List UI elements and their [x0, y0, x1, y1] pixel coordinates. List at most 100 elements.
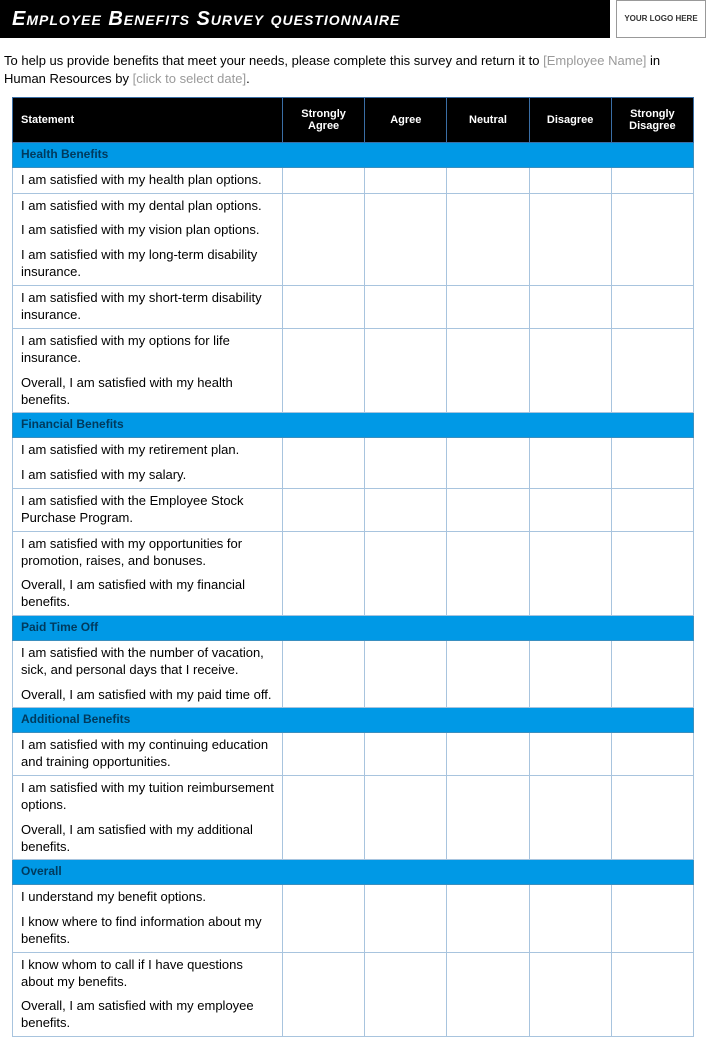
response-cell[interactable] [447, 775, 529, 817]
response-cell[interactable] [529, 193, 611, 218]
response-cell[interactable] [529, 488, 611, 531]
response-cell[interactable] [611, 775, 693, 817]
response-cell[interactable] [611, 818, 693, 860]
response-cell[interactable] [529, 286, 611, 329]
response-cell[interactable] [365, 994, 447, 1036]
response-cell[interactable] [365, 167, 447, 193]
response-cell[interactable] [365, 218, 447, 243]
response-cell[interactable] [529, 573, 611, 615]
response-cell[interactable] [529, 218, 611, 243]
response-cell[interactable] [529, 885, 611, 910]
response-cell[interactable] [447, 885, 529, 910]
response-cell[interactable] [283, 683, 365, 708]
response-cell[interactable] [611, 218, 693, 243]
response-cell[interactable] [611, 488, 693, 531]
response-cell[interactable] [283, 167, 365, 193]
response-cell[interactable] [447, 218, 529, 243]
response-cell[interactable] [283, 488, 365, 531]
response-cell[interactable] [447, 328, 529, 370]
response-cell[interactable] [611, 952, 693, 994]
response-cell[interactable] [611, 531, 693, 573]
response-cell[interactable] [529, 167, 611, 193]
response-cell[interactable] [529, 733, 611, 776]
response-cell[interactable] [283, 733, 365, 776]
response-cell[interactable] [529, 910, 611, 952]
response-cell[interactable] [529, 952, 611, 994]
response-cell[interactable] [611, 193, 693, 218]
response-cell[interactable] [447, 733, 529, 776]
response-cell[interactable] [447, 286, 529, 329]
response-cell[interactable] [611, 683, 693, 708]
response-cell[interactable] [611, 640, 693, 682]
response-cell[interactable] [447, 640, 529, 682]
response-cell[interactable] [611, 328, 693, 370]
response-cell[interactable] [447, 438, 529, 463]
response-cell[interactable] [283, 463, 365, 488]
response-cell[interactable] [447, 910, 529, 952]
response-cell[interactable] [529, 243, 611, 285]
response-cell[interactable] [365, 286, 447, 329]
response-cell[interactable] [611, 286, 693, 329]
response-cell[interactable] [529, 640, 611, 682]
response-cell[interactable] [611, 371, 693, 413]
response-cell[interactable] [529, 531, 611, 573]
response-cell[interactable] [611, 573, 693, 615]
response-cell[interactable] [283, 573, 365, 615]
response-cell[interactable] [365, 573, 447, 615]
response-cell[interactable] [447, 193, 529, 218]
response-cell[interactable] [611, 994, 693, 1036]
response-cell[interactable] [611, 910, 693, 952]
response-cell[interactable] [529, 463, 611, 488]
response-cell[interactable] [611, 733, 693, 776]
response-cell[interactable] [283, 193, 365, 218]
response-cell[interactable] [447, 243, 529, 285]
response-cell[interactable] [529, 438, 611, 463]
response-cell[interactable] [365, 531, 447, 573]
response-cell[interactable] [283, 438, 365, 463]
response-cell[interactable] [365, 818, 447, 860]
response-cell[interactable] [283, 910, 365, 952]
response-cell[interactable] [447, 573, 529, 615]
response-cell[interactable] [529, 775, 611, 817]
response-cell[interactable] [365, 193, 447, 218]
response-cell[interactable] [529, 371, 611, 413]
response-cell[interactable] [611, 438, 693, 463]
response-cell[interactable] [365, 328, 447, 370]
response-cell[interactable] [283, 531, 365, 573]
response-cell[interactable] [365, 910, 447, 952]
response-cell[interactable] [365, 775, 447, 817]
response-cell[interactable] [529, 683, 611, 708]
response-cell[interactable] [365, 438, 447, 463]
response-cell[interactable] [283, 218, 365, 243]
response-cell[interactable] [283, 885, 365, 910]
response-cell[interactable] [529, 328, 611, 370]
response-cell[interactable] [283, 775, 365, 817]
response-cell[interactable] [283, 952, 365, 994]
response-cell[interactable] [611, 885, 693, 910]
response-cell[interactable] [447, 952, 529, 994]
response-cell[interactable] [447, 463, 529, 488]
response-cell[interactable] [365, 683, 447, 708]
response-cell[interactable] [529, 994, 611, 1036]
response-cell[interactable] [283, 818, 365, 860]
response-cell[interactable] [283, 640, 365, 682]
response-cell[interactable] [283, 286, 365, 329]
response-cell[interactable] [365, 952, 447, 994]
response-cell[interactable] [611, 167, 693, 193]
response-cell[interactable] [611, 463, 693, 488]
response-cell[interactable] [447, 167, 529, 193]
response-cell[interactable] [447, 683, 529, 708]
response-cell[interactable] [365, 885, 447, 910]
response-cell[interactable] [447, 531, 529, 573]
response-cell[interactable] [283, 243, 365, 285]
response-cell[interactable] [283, 371, 365, 413]
response-cell[interactable] [283, 994, 365, 1036]
response-cell[interactable] [447, 818, 529, 860]
response-cell[interactable] [447, 488, 529, 531]
response-cell[interactable] [365, 640, 447, 682]
response-cell[interactable] [365, 733, 447, 776]
response-cell[interactable] [611, 243, 693, 285]
response-cell[interactable] [447, 994, 529, 1036]
date-placeholder[interactable]: [click to select date] [133, 71, 246, 86]
response-cell[interactable] [365, 243, 447, 285]
